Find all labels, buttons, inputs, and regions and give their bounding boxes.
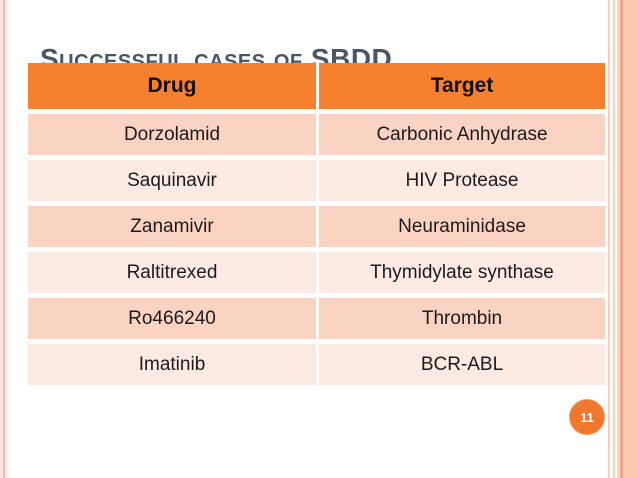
column-header-target: Target xyxy=(319,63,605,109)
drug-cell: Zanamivir xyxy=(28,206,316,247)
drug-cell: Ro466240 xyxy=(28,298,316,339)
target-cell: BCR-ABL xyxy=(319,344,605,385)
left-stripe-border xyxy=(0,0,7,478)
target-cell: Thrombin xyxy=(319,298,605,339)
right-stripe-border xyxy=(606,0,638,478)
target-cell: Carbonic Anhydrase xyxy=(319,114,605,155)
target-cell: HIV Protease xyxy=(319,160,605,201)
drug-cell: Saquinavir xyxy=(28,160,316,201)
page-number-badge: 11 xyxy=(569,399,605,435)
drug-cell: Dorzolamid xyxy=(28,114,316,155)
sbdd-table: Drug Target Dorzolamid Carbonic Anhydras… xyxy=(28,63,605,385)
column-header-drug: Drug xyxy=(28,63,316,109)
target-cell: Thymidylate synthase xyxy=(319,252,605,293)
drug-cell: Raltitrexed xyxy=(28,252,316,293)
target-cell: Neuraminidase xyxy=(319,206,605,247)
drug-cell: Imatinib xyxy=(28,344,316,385)
